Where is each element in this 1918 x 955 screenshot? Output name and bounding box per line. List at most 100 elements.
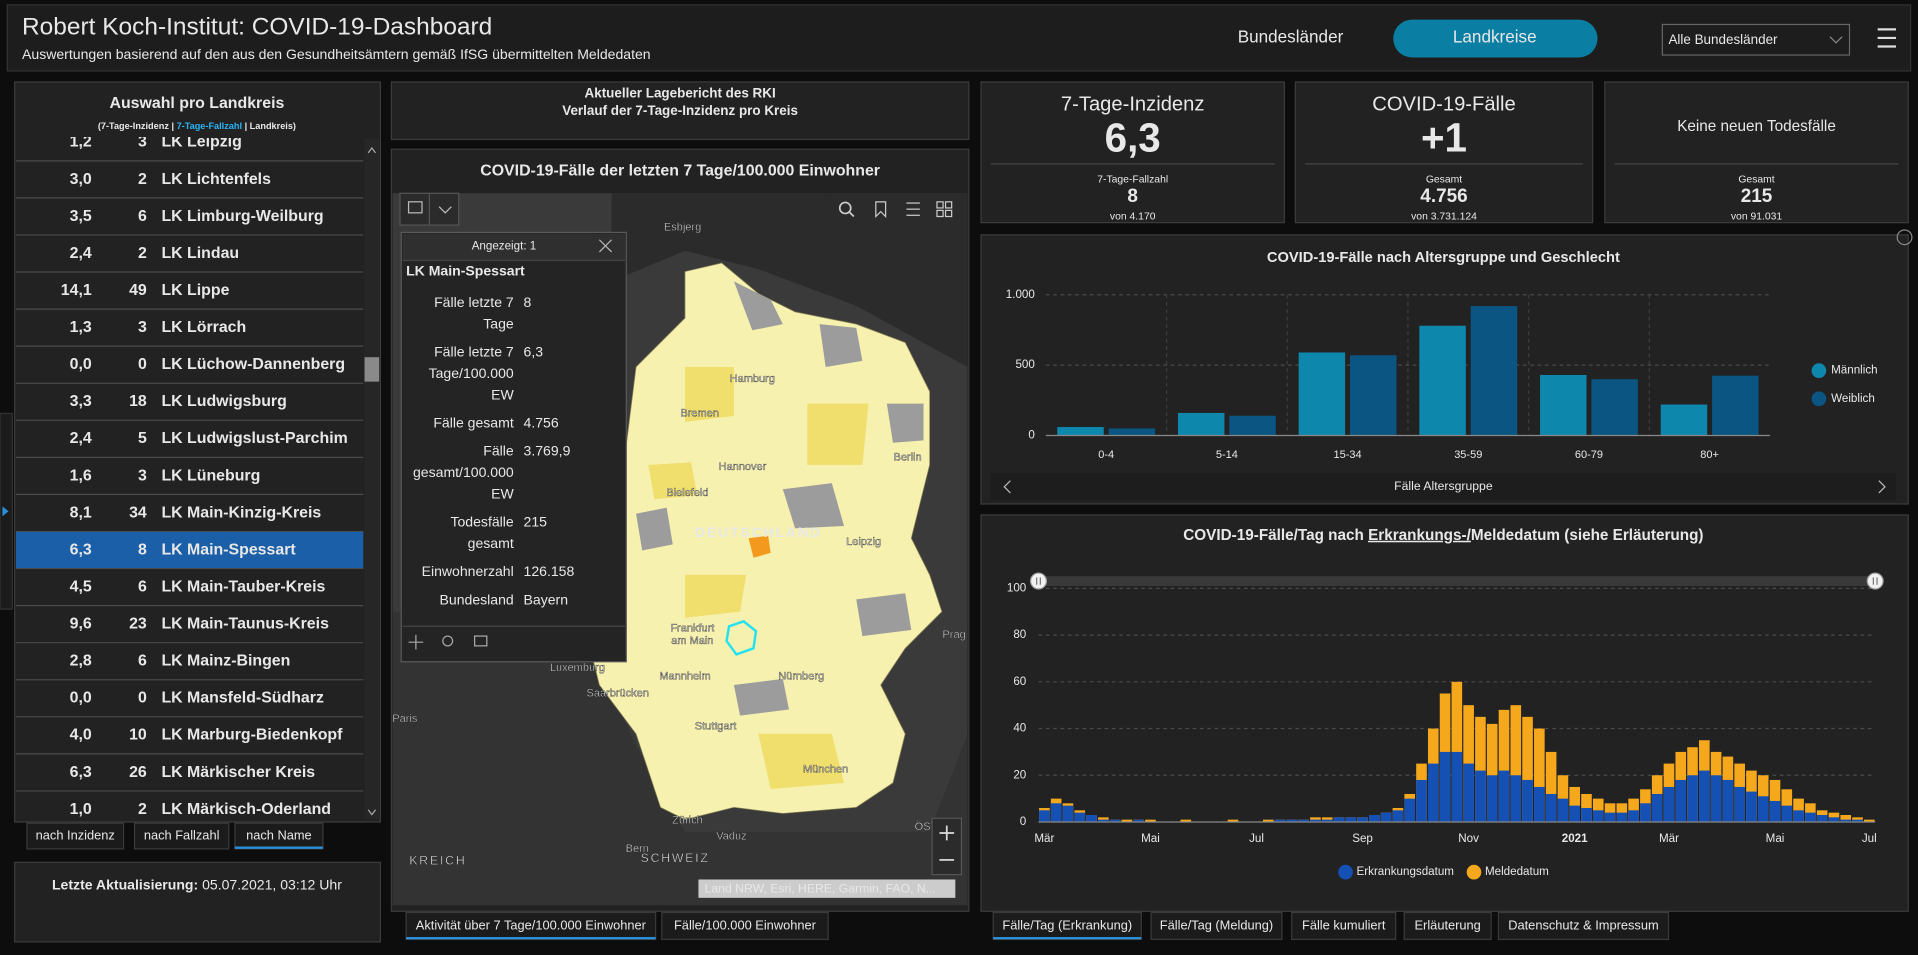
- scroll-left[interactable]: [1003, 480, 1011, 494]
- map-label: am Main: [671, 635, 713, 647]
- bottom-tab[interactable]: [992, 911, 1142, 941]
- map-district-grey: [636, 507, 673, 551]
- bottom-tab[interactable]: [1291, 911, 1397, 941]
- row-incidence: 3,0: [70, 171, 92, 188]
- kpi-sub-value: 8: [1127, 186, 1138, 207]
- row-name: LK Ludwigsburg: [161, 393, 286, 410]
- slider-handle[interactable]: [1866, 572, 1884, 590]
- map-district-grey: [819, 324, 863, 367]
- map-tab[interactable]: [661, 911, 829, 941]
- bottom-tab-label[interactable]: Fälle/Tag (Erkrankung): [1002, 917, 1132, 932]
- expand-icon: [1896, 229, 1913, 246]
- bar: [1357, 817, 1368, 822]
- bar: [1805, 812, 1816, 822]
- chart-title: COVID-19-Fälle/Tag nach Erkrankungs-/Mel…: [1183, 527, 1703, 544]
- bottom-tab-label[interactable]: Fälle/Tag (Meldung): [1160, 917, 1273, 932]
- report-line[interactable]: Verlauf der 7-Tage-Inzidenz pro Kreis: [562, 103, 798, 118]
- x-tick-label: Mär: [1034, 832, 1054, 845]
- popup-field-label: gesamt/100.000: [413, 464, 514, 480]
- slider-grip: [1872, 577, 1878, 585]
- row-cases: 8: [138, 541, 147, 558]
- sidebar-subtitle-part: (7-Tage-Inzidenz |: [98, 122, 177, 132]
- nav-button[interactable]: Landkreise: [1453, 27, 1537, 46]
- bottom-tab[interactable]: [1150, 911, 1283, 941]
- list-row[interactable]: 1,6 3 LK Lüneburg: [15, 467, 364, 496]
- bar: [1057, 427, 1104, 436]
- bar: [1663, 786, 1675, 822]
- list-row[interactable]: 4,0 10 LK Marburg-Biedenkopf: [15, 727, 364, 755]
- list-row[interactable]: 1,0 2 LK Märkisch-Oderland: [16, 801, 363, 828]
- popup-field-value: Bayern: [524, 591, 569, 607]
- popup: [400, 231, 627, 663]
- sort-button-label[interactable]: nach Fallzahl: [144, 827, 220, 842]
- popup-field-label: Tage/100.000: [429, 365, 514, 381]
- list-row[interactable]: 1,2 3 LK Leipzig: [15, 134, 364, 162]
- list-row[interactable]: 2,4 5 LK Ludwigslust-Parchim: [15, 430, 364, 458]
- list-row[interactable]: 2,4 2 LK Lindau: [15, 245, 364, 273]
- slider-handle[interactable]: [1029, 572, 1048, 590]
- row-cases: 2: [138, 245, 147, 262]
- scroll-thumb[interactable]: [364, 357, 380, 382]
- range-slider[interactable]: [1038, 576, 1876, 586]
- popup-close[interactable]: [598, 239, 613, 253]
- sort-button[interactable]: [133, 822, 230, 850]
- map-label: Hamburg: [730, 373, 775, 385]
- row-name: LK Märkisch-Oderland: [161, 801, 331, 818]
- dropdown[interactable]: [1661, 23, 1851, 56]
- sort-button-label[interactable]: nach Name: [246, 827, 312, 842]
- list-row[interactable]: 14,1 49 LK Lippe: [15, 282, 364, 310]
- nav-pill[interactable]: [1393, 19, 1598, 58]
- sort-button[interactable]: [26, 822, 125, 850]
- bottom-tab[interactable]: [1403, 911, 1492, 941]
- bottom-tab-label[interactable]: Fälle kumuliert: [1302, 917, 1386, 932]
- popup-field-label: Bundesland: [440, 591, 514, 607]
- list-row[interactable]: 6,3 26 LK Märkischer Kreis: [15, 764, 364, 792]
- popup-field-label: Tage: [483, 315, 514, 331]
- map-label: Luxemburg: [550, 662, 605, 674]
- bar: [1475, 770, 1486, 822]
- sort-button[interactable]: [234, 822, 324, 850]
- popup-zoom-icon[interactable]: [442, 635, 454, 647]
- popup-pan-icon[interactable]: [408, 634, 424, 650]
- x-tick-label: Sep: [1352, 832, 1373, 845]
- map-tab-label[interactable]: Fälle/100.000 Einwohner: [674, 917, 817, 932]
- map-tab[interactable]: [405, 911, 657, 941]
- bottom-tab-label[interactable]: Erläuterung: [1415, 917, 1481, 932]
- bottom-tab-label[interactable]: Datenschutz & Impressum: [1508, 917, 1658, 932]
- row-incidence: 8,1: [70, 504, 92, 521]
- sort-button-label[interactable]: nach Inzidenz: [36, 827, 115, 842]
- list-row[interactable]: 1,3 3 LK Lörrach: [15, 319, 364, 347]
- map-toolbar[interactable]: [828, 193, 963, 226]
- map-attribution-box: [698, 879, 956, 898]
- list-row[interactable]: 0,0 0 LK Lüchow-Dannenberg: [15, 356, 364, 384]
- map-hotspot: [748, 535, 771, 558]
- popup-field-value: 126.158: [524, 563, 575, 579]
- scroll-right[interactable]: [1878, 480, 1886, 494]
- list-row[interactable]: 3,3 18 LK Ludwigsburg: [15, 393, 364, 421]
- list-row[interactable]: 3,5 6 LK Limburg-Weilburg: [15, 208, 364, 236]
- row-incidence: 4,5: [70, 578, 92, 595]
- list-row[interactable]: 9,6 23 LK Main-Taunus-Kreis: [15, 616, 364, 644]
- row-name: LK Lindau: [161, 245, 239, 262]
- nav-button[interactable]: Bundesländer: [1238, 27, 1344, 46]
- list-row[interactable]: 6,3 8 LK Main-Spessart: [15, 531, 364, 570]
- kpi-sub-total: von 91.031: [1731, 211, 1783, 222]
- bottom-tab[interactable]: [1497, 911, 1670, 941]
- row-name: LK Limburg-Weilburg: [161, 208, 323, 225]
- list-row[interactable]: 8,1 34 LK Main-Kinzig-Kreis: [15, 504, 364, 533]
- popup-select-icon[interactable]: [473, 635, 488, 647]
- map-tab-label[interactable]: Aktivität über 7 Tage/100.000 Einwohner: [416, 917, 647, 932]
- scroll-up: [367, 146, 377, 154]
- bar: [1591, 379, 1638, 436]
- search-icon: [848, 211, 855, 218]
- row-name: LK Main-Spessart: [161, 541, 296, 558]
- list-row[interactable]: 0,0 0 LK Mansfeld-Südharz: [15, 690, 364, 718]
- list-row[interactable]: 4,5 6 LK Main-Tauber-Kreis: [15, 578, 364, 607]
- popup-field-label: gesamt: [468, 535, 514, 551]
- y-tick-label: 60: [1013, 675, 1026, 688]
- map-label: Zürich: [672, 815, 703, 827]
- list-row[interactable]: 3,0 2 LK Lichtenfels: [15, 171, 364, 199]
- report-line[interactable]: Aktueller Lagebericht des RKI: [585, 86, 776, 101]
- list-row[interactable]: 2,8 6 LK Mainz-Bingen: [15, 653, 364, 681]
- x-tick-label: 2021: [1562, 832, 1588, 845]
